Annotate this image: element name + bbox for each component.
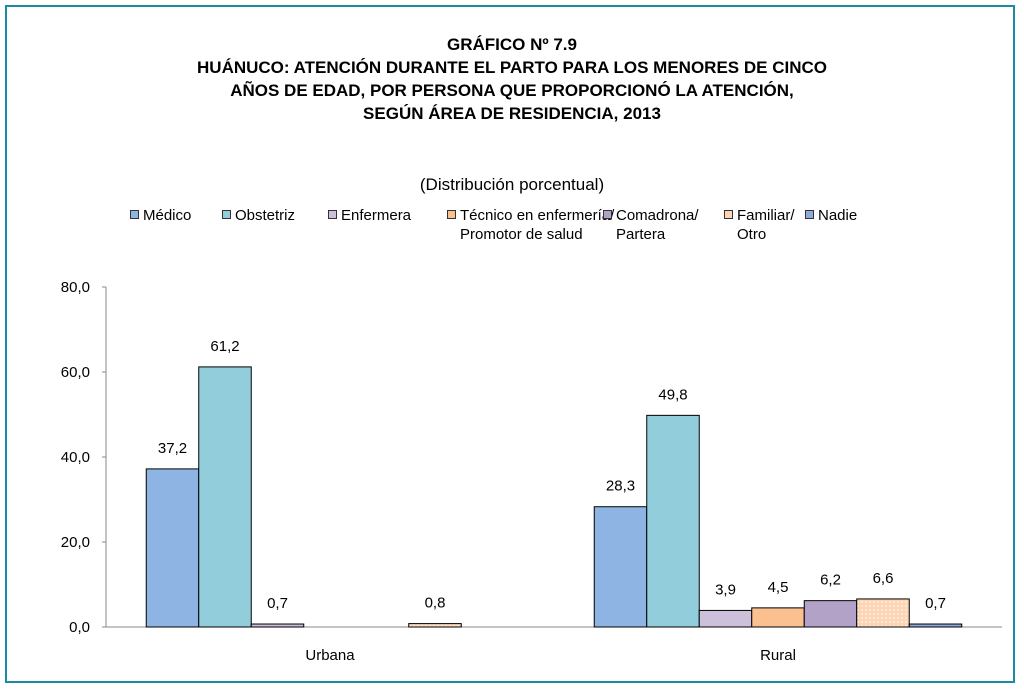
value-label: 0,8	[425, 595, 446, 612]
value-label: 3,9	[715, 581, 736, 598]
bar	[856, 598, 910, 628]
bar	[646, 414, 700, 628]
legend-swatch	[603, 210, 612, 219]
bar	[408, 623, 462, 628]
y-tick-label: 60,0	[61, 364, 90, 381]
value-label: 37,2	[158, 440, 187, 457]
legend-label: Técnico en enfermería/ Promotor de salud	[460, 207, 615, 243]
legend-item: Familiar/ Otro	[724, 206, 795, 244]
legend-label: Familiar/ Otro	[737, 207, 795, 243]
bar	[250, 623, 305, 628]
bar	[698, 609, 753, 628]
frame	[5, 5, 1015, 683]
legend-label: Comadrona/ Partera	[616, 207, 699, 243]
bar	[593, 506, 648, 628]
value-label: 6,6	[873, 570, 894, 587]
value-label: 61,2	[210, 338, 239, 355]
legend-item: Técnico en enfermería/ Promotor de salud	[447, 206, 614, 244]
chart-title: SEGÚN ÁREA DE RESIDENCIA, 2013	[363, 104, 661, 123]
value-label: 49,8	[658, 386, 687, 403]
legend-swatch	[222, 210, 231, 219]
legend-swatch	[328, 210, 337, 219]
legend-swatch	[724, 210, 733, 219]
legend-swatch	[130, 210, 139, 219]
legend-label: Obstetriz	[235, 207, 296, 224]
chart-title: HUÁNUCO: ATENCIÓN DURANTE EL PARTO PARA …	[197, 58, 827, 77]
bar	[803, 600, 858, 628]
chart-title: GRÁFICO Nº 7.9	[447, 35, 577, 54]
y-tick-label: 20,0	[61, 534, 90, 551]
bar	[751, 607, 805, 628]
legend-item: Médico	[130, 206, 191, 225]
legend-item: Obstetriz	[222, 206, 295, 225]
bar	[908, 623, 963, 628]
legend-item: Enfermera	[328, 206, 411, 225]
value-label: 6,2	[820, 572, 841, 589]
y-tick-label: 0,0	[69, 619, 90, 636]
value-label: 4,5	[768, 579, 789, 596]
value-label: 0,7	[925, 595, 946, 612]
legend-item: Comadrona/ Partera	[603, 206, 699, 244]
value-label: 28,3	[606, 478, 635, 495]
legend-label: Enfermera	[341, 207, 412, 224]
x-tick-label: Rural	[760, 647, 796, 664]
legend-label: Nadie	[818, 207, 858, 224]
y-tick-label: 40,0	[61, 449, 90, 466]
legend-swatch	[447, 210, 456, 219]
x-tick-label: Urbana	[305, 647, 355, 664]
legend-item: Nadie	[805, 206, 857, 225]
bar	[145, 468, 200, 628]
chart-title: AÑOS DE EDAD, POR PERSONA QUE PROPORCION…	[230, 80, 794, 100]
value-label: 0,7	[267, 595, 288, 612]
subtitle: (Distribución porcentual)	[420, 175, 604, 194]
legend-label: Médico	[143, 207, 192, 224]
legend-swatch	[805, 210, 814, 219]
y-tick-label: 80,0	[61, 279, 90, 296]
bar	[198, 366, 252, 628]
